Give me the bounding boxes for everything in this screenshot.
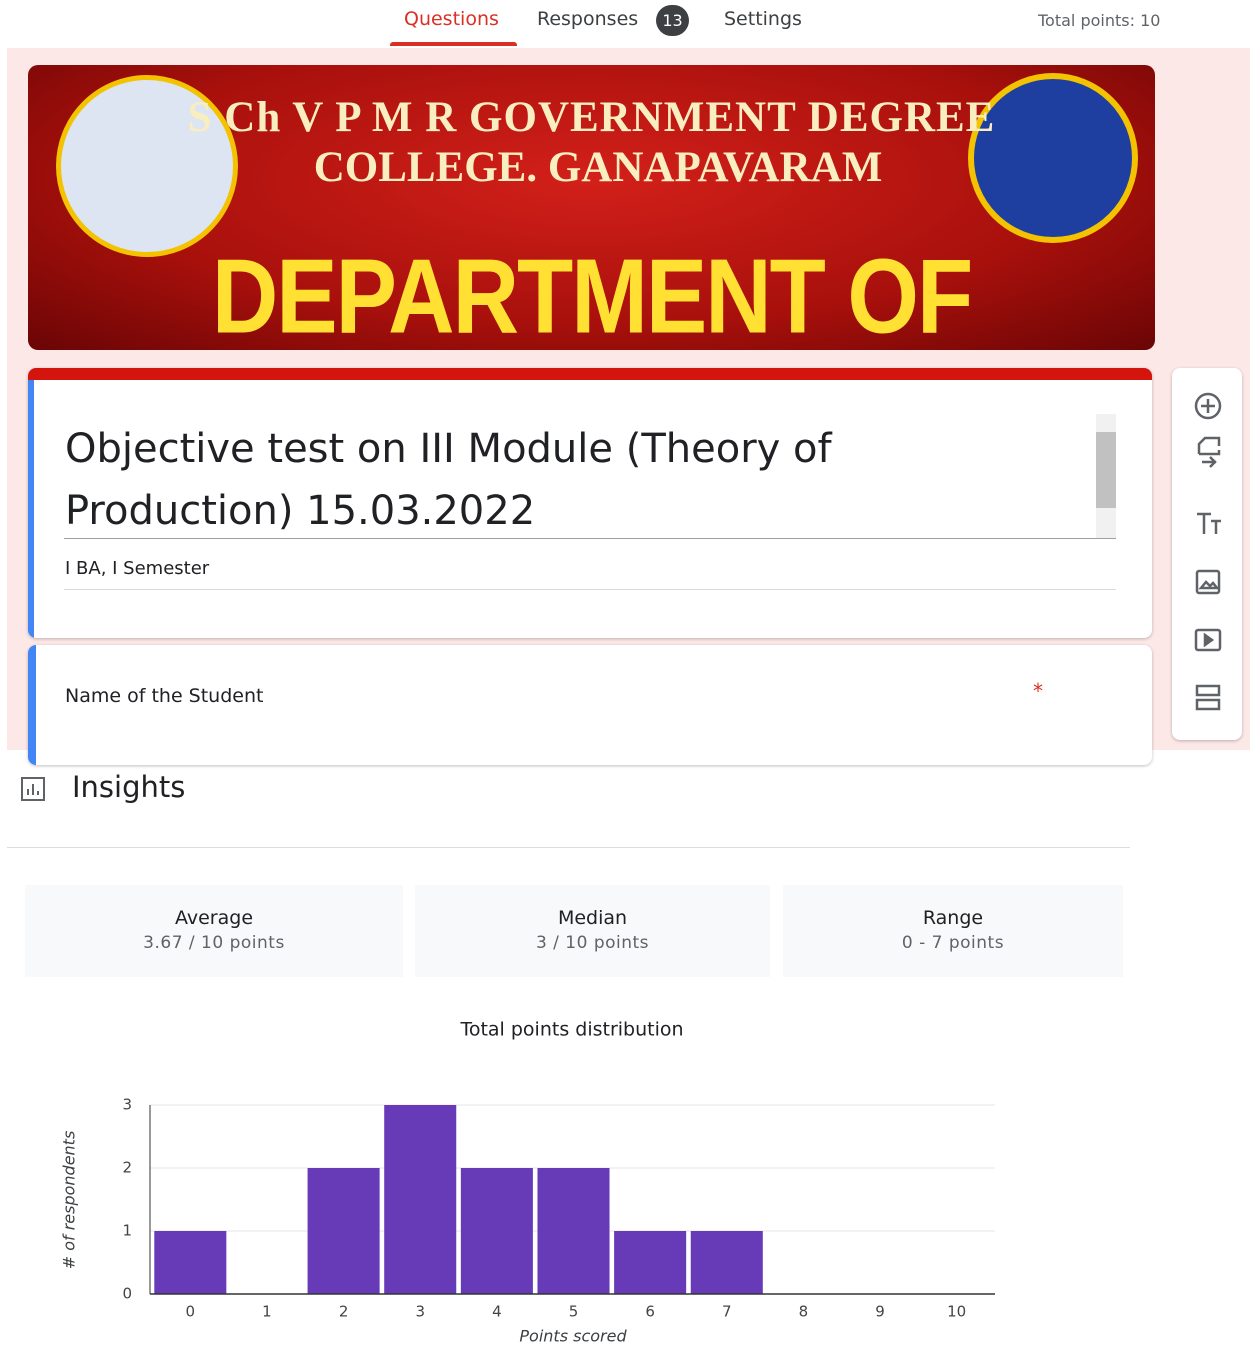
form-description[interactable]: I BA, I Semester [65, 558, 209, 579]
stat-card: Median 3 / 10 points [415, 885, 770, 977]
y-axis-label: # of respondents [60, 1131, 79, 1270]
y-tick-label: 2 [122, 1159, 132, 1177]
toolbar-icons [1172, 368, 1242, 740]
add-question-icon[interactable] [1196, 394, 1220, 418]
tab-indicator [390, 42, 517, 46]
x-tick-label: 5 [569, 1303, 579, 1321]
bar [461, 1168, 533, 1294]
bar [537, 1168, 609, 1294]
scrollbar[interactable] [1096, 414, 1116, 538]
stat-value: 3 / 10 points [415, 933, 770, 953]
title-icon[interactable] [1197, 514, 1221, 534]
tab-questions[interactable]: Questions [404, 8, 499, 30]
header-banner: S Ch V P M R GOVERNMENT DEGREE COLLEGE. … [28, 65, 1155, 350]
title-card: Objective test on III Module (Theory of … [28, 368, 1152, 638]
tab-responses[interactable]: Responses [537, 8, 638, 30]
divider [7, 847, 1130, 848]
x-axis-label: Points scored [519, 1327, 627, 1346]
video-icon[interactable] [1196, 630, 1220, 650]
x-tick-label: 6 [645, 1303, 655, 1321]
import-icon[interactable] [1199, 438, 1219, 467]
question-card[interactable]: Name of the Student * [28, 645, 1152, 765]
total-points: Total points: 10 [1038, 11, 1160, 30]
insights-heading: Insights [72, 770, 185, 804]
stat-label: Range [783, 907, 1123, 929]
x-tick-label: 7 [722, 1303, 732, 1321]
card-focus-bar [28, 380, 34, 638]
title-underline [64, 538, 1116, 539]
card-focus-bar [28, 645, 36, 765]
y-tick-label: 1 [122, 1222, 132, 1240]
stat-card: Average 3.67 / 10 points [25, 885, 403, 977]
image-icon[interactable] [1197, 571, 1219, 593]
x-tick-label: 4 [492, 1303, 502, 1321]
x-tick-label: 0 [186, 1303, 196, 1321]
banner-line2: COLLEGE. GANAPAVARAM [28, 143, 1155, 192]
bar [308, 1168, 380, 1294]
chart: Total points distribution # of responden… [0, 1000, 1250, 1346]
bar [154, 1231, 226, 1294]
page: Questions Responses 13 Settings Total po… [0, 0, 1250, 1346]
x-tick-label: 8 [799, 1303, 809, 1321]
question-title: Name of the Student [65, 685, 263, 707]
bar [691, 1231, 763, 1294]
bar [614, 1231, 686, 1294]
stat-value: 3.67 / 10 points [25, 933, 403, 953]
section-icon[interactable] [1197, 686, 1219, 709]
response-count: 13 [656, 5, 689, 36]
x-tick-label: 3 [415, 1303, 425, 1321]
banner-line1: S Ch V P M R GOVERNMENT DEGREE [28, 93, 1155, 142]
form-title[interactable]: Objective test on III Module (Theory of … [65, 418, 885, 542]
x-tick-label: 10 [947, 1303, 966, 1321]
stat-value: 0 - 7 points [783, 933, 1123, 953]
stat-label: Median [415, 907, 770, 929]
y-tick-label: 0 [122, 1285, 132, 1303]
tab-settings[interactable]: Settings [724, 8, 802, 30]
y-tick-label: 3 [122, 1096, 132, 1114]
x-tick-label: 1 [262, 1303, 272, 1321]
bar [384, 1105, 456, 1294]
description-underline [64, 589, 1116, 590]
banner-department: DEPARTMENT OF ECONOMICS [28, 237, 1155, 350]
x-tick-label: 9 [875, 1303, 885, 1321]
required-mark: * [1033, 679, 1043, 703]
x-tick-label: 2 [339, 1303, 349, 1321]
stat-label: Average [25, 907, 403, 929]
side-toolbar [1172, 368, 1242, 740]
insights-icon [20, 776, 48, 804]
chart-title: Total points distribution [459, 1019, 683, 1041]
stat-card: Range 0 - 7 points [783, 885, 1123, 977]
